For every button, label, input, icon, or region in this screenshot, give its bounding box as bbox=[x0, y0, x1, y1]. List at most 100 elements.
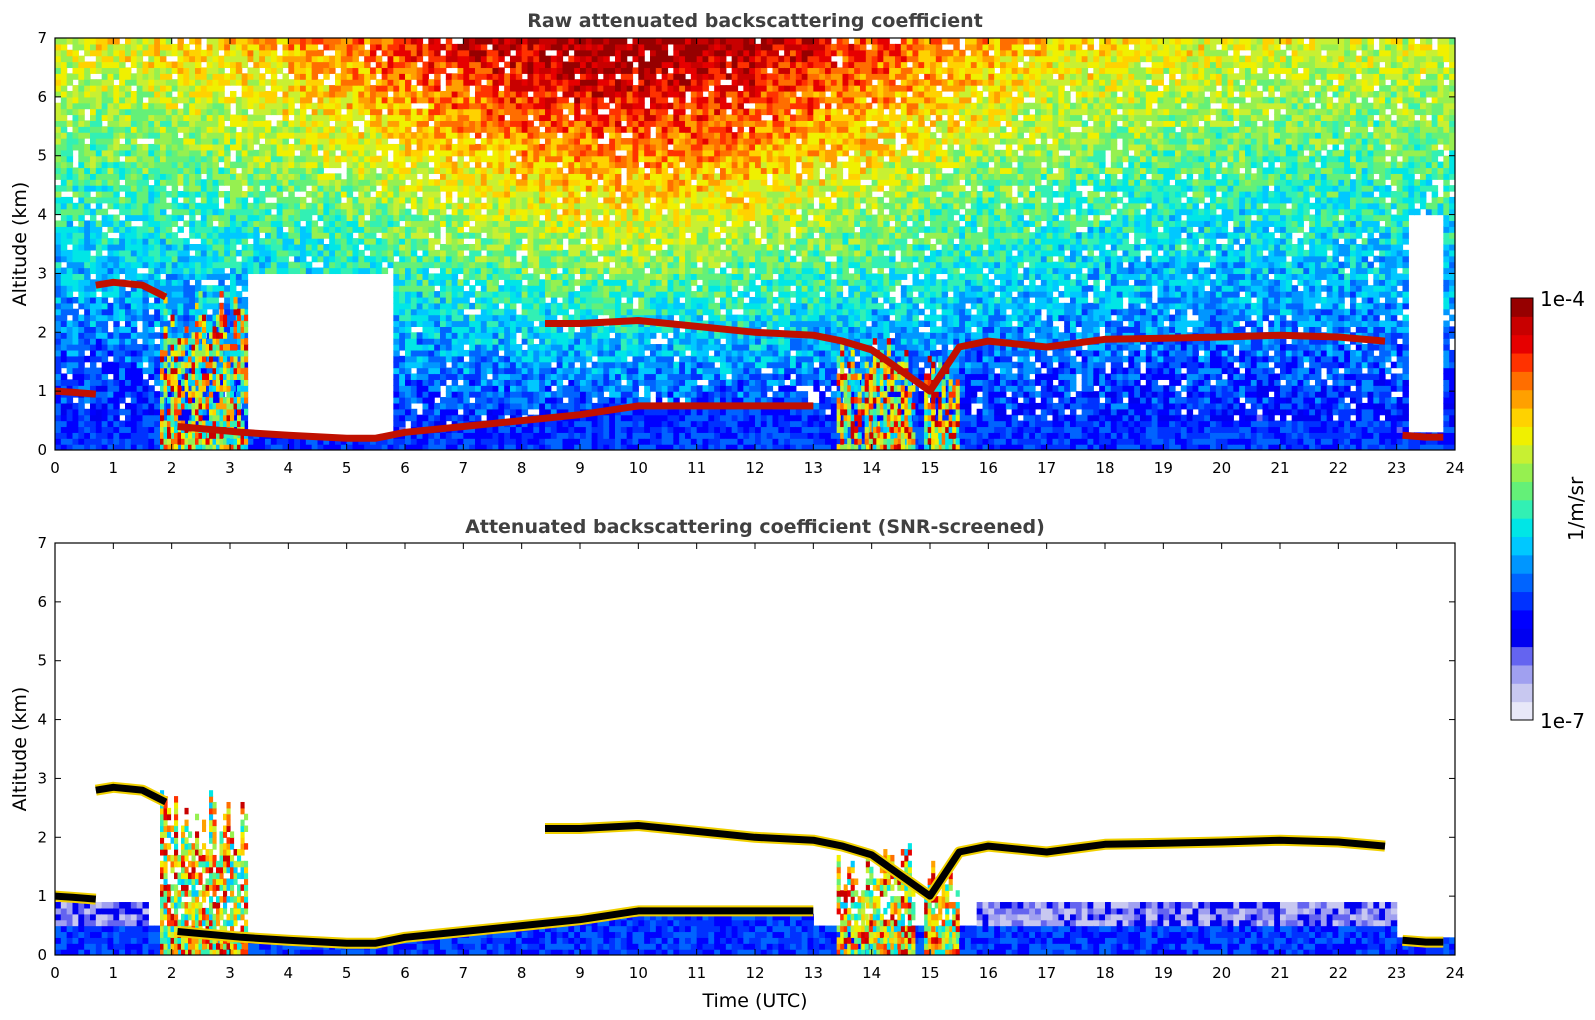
heatmap-cell bbox=[428, 379, 435, 386]
heatmap-cell bbox=[521, 196, 529, 204]
heatmap-cell bbox=[451, 102, 459, 110]
heatmap-cell bbox=[346, 249, 354, 257]
heatmap-cell bbox=[183, 279, 190, 286]
heatmap-cell bbox=[399, 179, 406, 186]
heatmap-cell bbox=[480, 179, 488, 186]
heatmap-cell bbox=[463, 167, 470, 174]
heatmap-cell bbox=[340, 67, 348, 74]
heatmap-cell bbox=[171, 167, 179, 174]
heatmap-cell bbox=[183, 267, 190, 275]
heatmap-cell bbox=[486, 367, 494, 375]
heatmap-cell bbox=[393, 179, 400, 186]
heatmap-cell bbox=[434, 202, 441, 210]
heatmap-cell bbox=[498, 120, 505, 127]
heatmap-cell bbox=[212, 191, 219, 198]
heatmap-cell bbox=[364, 79, 371, 86]
heatmap-cell bbox=[148, 155, 155, 163]
heatmap-cell bbox=[72, 332, 79, 339]
heatmap-cell bbox=[195, 85, 202, 92]
heatmap-cell bbox=[95, 202, 103, 210]
heatmap-cell bbox=[119, 226, 126, 233]
heatmap-cell bbox=[90, 38, 97, 45]
heatmap-cell bbox=[329, 232, 336, 239]
heatmap-cell bbox=[235, 191, 243, 198]
heatmap-cell bbox=[451, 291, 459, 298]
heatmap-cell bbox=[340, 208, 348, 216]
heatmap-cell bbox=[95, 285, 103, 292]
heatmap-cell bbox=[90, 255, 97, 263]
heatmap-cell bbox=[463, 149, 470, 157]
heatmap-cell bbox=[416, 438, 424, 445]
heatmap-cell bbox=[119, 143, 126, 151]
heatmap-cell bbox=[206, 108, 214, 116]
heatmap-cell bbox=[539, 349, 546, 357]
heatmap-cell bbox=[381, 102, 389, 110]
heatmap-cell bbox=[399, 85, 406, 92]
heatmap-cell bbox=[469, 285, 476, 292]
heatmap-cell bbox=[445, 279, 453, 286]
heatmap-cell bbox=[55, 344, 62, 351]
heatmap-cell bbox=[323, 132, 330, 139]
heatmap-cell bbox=[265, 155, 272, 163]
heatmap-cell bbox=[171, 43, 179, 51]
heatmap-cell bbox=[235, 179, 243, 186]
heatmap-cell bbox=[498, 196, 505, 204]
heatmap-cell bbox=[276, 267, 284, 275]
heatmap-cell bbox=[189, 61, 196, 69]
heatmap-cell bbox=[317, 120, 324, 127]
heatmap-cell bbox=[101, 344, 109, 351]
heatmap-cell bbox=[539, 385, 546, 392]
heatmap-cell bbox=[340, 102, 348, 110]
heatmap-cell bbox=[235, 96, 243, 104]
heatmap-cell bbox=[90, 120, 97, 127]
heatmap-cell bbox=[469, 149, 476, 157]
heatmap-cell bbox=[364, 161, 371, 169]
heatmap-cell bbox=[300, 208, 307, 216]
heatmap-cell bbox=[556, 220, 564, 227]
heatmap-cell bbox=[107, 361, 114, 369]
heatmap-cell bbox=[486, 173, 494, 180]
heatmap-cell bbox=[101, 79, 109, 86]
heatmap-cell bbox=[136, 114, 144, 121]
heatmap-cell bbox=[230, 38, 237, 45]
heatmap-cell bbox=[183, 73, 190, 80]
heatmap-cell bbox=[311, 438, 319, 445]
heatmap-cell bbox=[550, 67, 558, 74]
heatmap-cell bbox=[265, 102, 272, 110]
heatmap-cell bbox=[282, 61, 289, 69]
heatmap-cell bbox=[160, 244, 167, 251]
heatmap-cell bbox=[119, 267, 126, 275]
heatmap-cell bbox=[445, 267, 453, 275]
heatmap-cell bbox=[346, 102, 354, 110]
heatmap-cell bbox=[101, 90, 109, 98]
heatmap-cell bbox=[445, 149, 453, 157]
heatmap-cell bbox=[556, 349, 564, 357]
heatmap-cell bbox=[533, 173, 540, 180]
heatmap-cell bbox=[463, 302, 470, 310]
heatmap-cell bbox=[410, 296, 418, 304]
heatmap-cell bbox=[405, 196, 412, 204]
heatmap-cell bbox=[218, 126, 225, 133]
heatmap-cell bbox=[55, 332, 62, 339]
heatmap-cell bbox=[405, 43, 412, 51]
heatmap-cell bbox=[270, 67, 278, 74]
heatmap-cell bbox=[486, 349, 494, 357]
heatmap-cell bbox=[480, 355, 488, 363]
heatmap-cell bbox=[346, 173, 354, 180]
heatmap-cell bbox=[235, 55, 243, 63]
heatmap-cell bbox=[504, 326, 511, 333]
heatmap-cell bbox=[346, 49, 354, 57]
heatmap-cell bbox=[125, 273, 132, 280]
heatmap-cell bbox=[405, 244, 412, 251]
heatmap-cell bbox=[504, 202, 511, 210]
heatmap-cell bbox=[475, 202, 482, 210]
heatmap-cell bbox=[381, 267, 389, 275]
heatmap-cell bbox=[422, 85, 429, 92]
heatmap-cell bbox=[101, 96, 109, 104]
heatmap-cell bbox=[486, 302, 494, 310]
heatmap-cell bbox=[230, 202, 237, 210]
heatmap-cell bbox=[311, 126, 319, 133]
heatmap-cell bbox=[72, 208, 79, 216]
heatmap-cell bbox=[130, 179, 138, 186]
heatmap-cell bbox=[241, 102, 249, 110]
